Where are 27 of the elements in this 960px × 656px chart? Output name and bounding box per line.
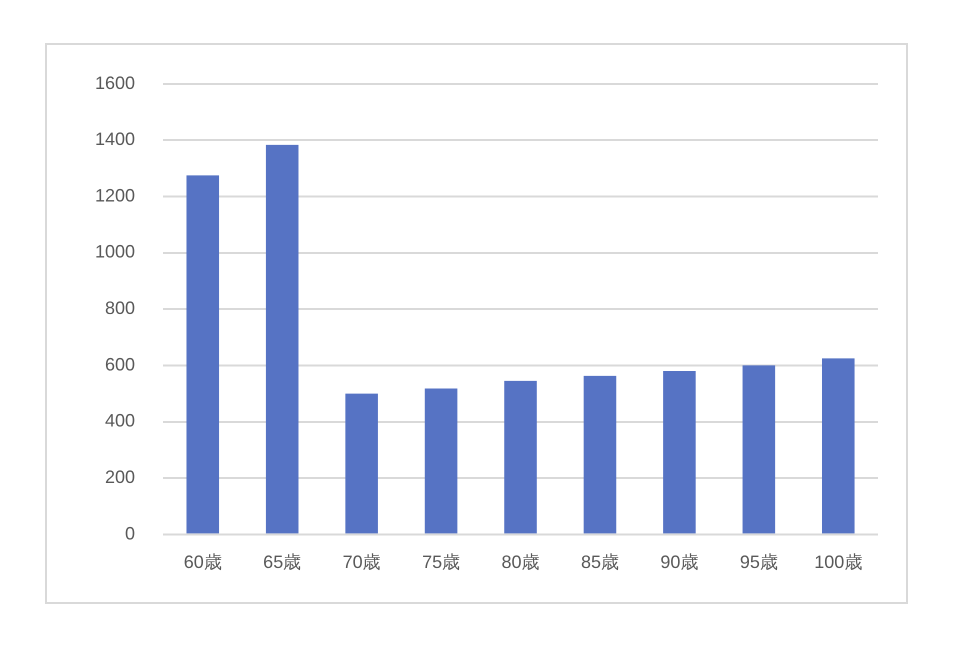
x-tick-label: 65歳 <box>263 552 302 572</box>
x-tick-label: 60歳 <box>184 552 222 572</box>
y-tick-label: 1000 <box>94 242 136 262</box>
x-tick-label: 100歳 <box>814 552 862 572</box>
bar <box>663 371 696 534</box>
bar <box>822 358 855 534</box>
x-tick-label: 80歳 <box>502 552 540 572</box>
y-tick-label: 1600 <box>94 72 136 93</box>
bar <box>186 175 220 534</box>
x-tick-label: 70歳 <box>342 552 381 572</box>
y-tick-label: 800 <box>104 298 136 318</box>
bar <box>504 380 537 534</box>
bar <box>584 376 616 534</box>
x-tick-label: 75歳 <box>422 552 460 572</box>
y-tick-label: 0 <box>125 523 136 544</box>
bar <box>345 394 378 534</box>
bar <box>266 144 298 534</box>
bar <box>742 365 776 534</box>
x-tick-label: 90歳 <box>660 552 698 572</box>
y-tick-label: 200 <box>104 467 136 488</box>
bar <box>424 388 458 534</box>
x-tick-label: 95歳 <box>740 552 778 572</box>
y-tick-label: 1200 <box>94 185 136 206</box>
x-tick-label: 85歳 <box>580 552 619 572</box>
y-tick-label: 600 <box>104 354 136 374</box>
y-tick-label: 400 <box>104 410 136 431</box>
y-tick-label: 1400 <box>94 129 136 150</box>
